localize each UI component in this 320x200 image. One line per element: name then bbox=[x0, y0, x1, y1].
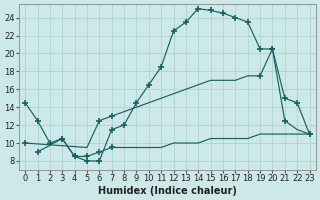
X-axis label: Humidex (Indice chaleur): Humidex (Indice chaleur) bbox=[98, 186, 237, 196]
